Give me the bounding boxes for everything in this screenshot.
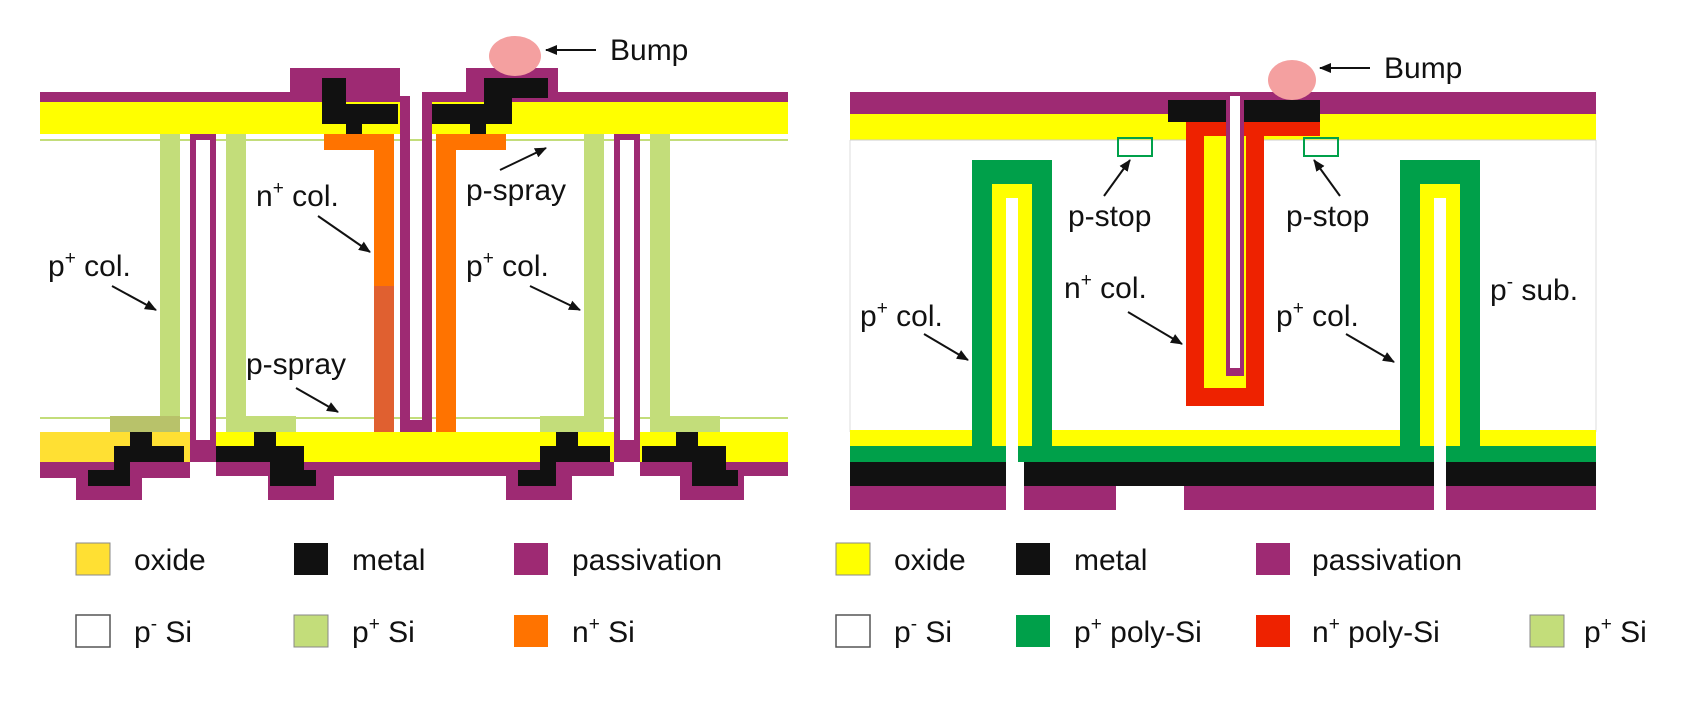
right-p-stop-label-b: p-stop	[1286, 200, 1369, 233]
left-top-passivation-b	[422, 92, 788, 102]
right-p-stop-label-a: p-stop	[1068, 200, 1151, 233]
legend-swatch-n-plus-si	[514, 615, 548, 647]
legend-swatch-p-plus-si	[293, 614, 329, 648]
legend-swatch-p-minus-si	[75, 614, 111, 648]
right-bottom-p-plus	[850, 446, 1596, 462]
left-bottom-metal-a	[88, 432, 184, 486]
legend-swatch-p-plus-si-right	[1529, 614, 1565, 648]
legend-label-p-plus-poly: p+ poly-Si	[1074, 614, 1202, 649]
right-p-sub-label: p- sub.	[1490, 272, 1578, 307]
right-p-col-label-b: p+ col.	[1276, 298, 1359, 333]
left-n-col-label: n+ col.	[256, 178, 339, 213]
right-p-stop-b	[1303, 137, 1339, 157]
legend-label-n-plus-si: n+ Si	[572, 614, 635, 649]
right-legend: oxide metal passivation p- Si p+ poly-Si…	[835, 542, 1647, 649]
right-top-metal-a	[1168, 100, 1226, 122]
left-p-col-b	[226, 134, 246, 432]
right-top-passivation-b	[1244, 92, 1596, 114]
right-bottom-passivation	[850, 486, 1596, 510]
legend-swatch-p-plus-poly	[1016, 615, 1050, 647]
left-bottom-metal-d	[642, 432, 738, 486]
right-p-stop-a	[1117, 137, 1153, 157]
right-n-col-label: n+ col.	[1064, 270, 1147, 305]
legend-label-oxide-right: oxide	[894, 544, 966, 577]
legend-swatch-metal-right	[1016, 543, 1050, 575]
left-central-trench	[400, 96, 432, 432]
legend-swatch-oxide-right	[835, 542, 871, 576]
left-n-col-b	[436, 134, 456, 432]
legend-label-oxide: oxide	[134, 544, 206, 577]
left-legend: oxide metal passivation p- Si p+ Si n+ S…	[75, 542, 722, 649]
legend-swatch-n-plus-poly	[1256, 615, 1290, 647]
legend-label-p-minus-si-right: p- Si	[894, 614, 952, 649]
left-top-passivation-a	[40, 92, 400, 102]
left-bottom-metal-c	[518, 432, 610, 486]
right-p-col-label-a: p+ col.	[860, 298, 943, 333]
legend-label-passivation-right: passivation	[1312, 544, 1462, 577]
legend-label-metal: metal	[352, 544, 425, 577]
left-p-col-d	[650, 134, 670, 432]
left-p-col-a	[160, 134, 180, 432]
legend-label-n-plus-poly: n+ poly-Si	[1312, 614, 1440, 649]
legend-label-p-minus-si: p- Si	[134, 614, 192, 649]
left-p-spray-bottom-label: p-spray	[246, 348, 346, 381]
right-cross-section: Bump p-stop p-stop n+ col. p+ col. p+ co…	[849, 52, 1597, 510]
left-cross-section: Bump n+ col. p-spray p+ col. p+ col. p-s…	[40, 34, 788, 500]
right-top-passivation-a	[850, 92, 1230, 114]
legend-swatch-passivation	[514, 543, 548, 575]
legend-label-metal-right: metal	[1074, 544, 1147, 577]
left-bulk	[40, 92, 788, 472]
right-top-oxide-a	[850, 114, 1230, 140]
legend-swatch-oxide	[75, 542, 111, 576]
left-p-col-label-b: p+ col.	[466, 248, 549, 283]
legend-swatch-metal	[294, 543, 328, 575]
legend-label-p-plus-si: p+ Si	[352, 614, 415, 649]
legend-swatch-p-minus-si-right	[835, 614, 871, 648]
left-bump-label: Bump	[610, 34, 688, 67]
left-top-metal-b	[430, 78, 548, 134]
legend-swatch-passivation-right	[1256, 543, 1290, 575]
legend-label-passivation: passivation	[572, 544, 722, 577]
left-p-spray-top-label: p-spray	[466, 174, 566, 207]
right-bump-label: Bump	[1384, 52, 1462, 85]
legend-label-p-plus-si-right: p+ Si	[1584, 614, 1647, 649]
left-bottom-metal-b	[216, 432, 316, 486]
left-p-col-c	[584, 134, 604, 432]
right-top-metal-b	[1240, 100, 1320, 122]
left-p-col-label-a: p+ col.	[48, 248, 131, 283]
right-bump	[1268, 60, 1316, 100]
right-bottom-metal	[850, 462, 1596, 486]
left-bump	[489, 36, 541, 76]
left-top-metal-a	[322, 78, 398, 134]
